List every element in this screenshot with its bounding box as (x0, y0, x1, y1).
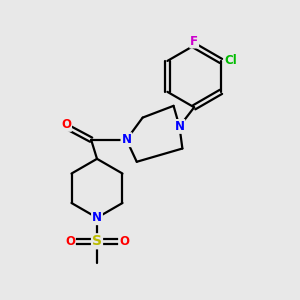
Text: Cl: Cl (225, 54, 238, 68)
Text: N: N (174, 120, 184, 133)
Text: S: S (92, 234, 102, 248)
Text: O: O (61, 118, 71, 131)
Text: O: O (119, 235, 129, 248)
Text: F: F (190, 34, 198, 48)
Text: N: N (92, 211, 102, 224)
Text: O: O (65, 235, 75, 248)
Text: N: N (122, 133, 131, 146)
